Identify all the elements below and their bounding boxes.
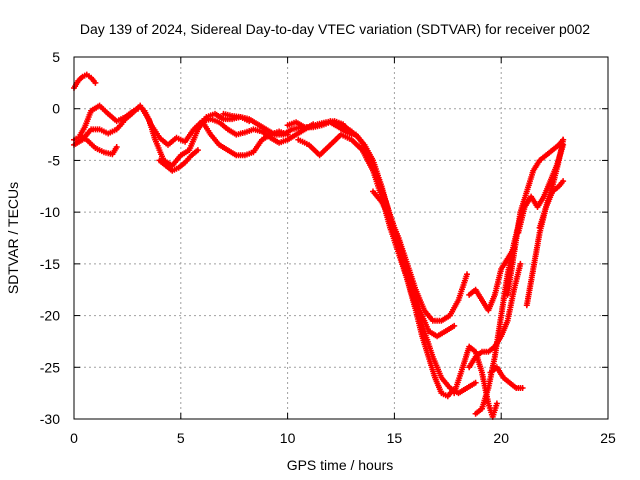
y-tick-label: -30 (40, 411, 60, 427)
data-point (560, 178, 567, 185)
x-tick-label: 20 (493, 430, 509, 446)
data-point (464, 271, 470, 278)
series-arc-15 (466, 245, 517, 314)
series-arc-22 (504, 136, 567, 298)
y-tick-label: -5 (48, 152, 61, 168)
data-point (451, 322, 458, 329)
y-tick-label: 5 (52, 49, 60, 65)
x-tick-label: 25 (600, 430, 616, 446)
plot-frame (73, 56, 609, 420)
series-arc-1 (71, 71, 99, 91)
series-arc-8 (199, 116, 317, 146)
series-arc-7 (156, 147, 201, 174)
y-tick-label: -20 (40, 308, 60, 324)
y-tick-label: -25 (40, 359, 60, 375)
x-tick-label: 10 (280, 430, 296, 446)
series-arc-21 (523, 136, 567, 309)
y-tick-label: 0 (52, 101, 60, 117)
data-point (113, 144, 120, 150)
data-point (92, 79, 99, 86)
series-arc-4 (71, 133, 120, 158)
x-axis-label: GPS time / hours (287, 457, 394, 473)
series-arc-13 (370, 188, 470, 324)
axis-ticks: 0 5 10 15 20 25 5 0 -5 -10 -15 -20 -25 -30 (40, 49, 616, 446)
y-tick-label: -10 (40, 204, 60, 220)
x-tick-label: 15 (387, 430, 403, 446)
chart-title: Day 139 of 2024, Sidereal Day-to-day VTE… (80, 21, 590, 37)
x-tick-label: 5 (177, 430, 185, 446)
y-axis-label: SDTVAR / TECUs (5, 182, 21, 294)
data-point (517, 260, 524, 267)
data-point (560, 136, 567, 143)
data-point (493, 400, 500, 407)
data-point (472, 379, 479, 386)
series-arc-11 (295, 131, 479, 397)
grid (74, 57, 608, 419)
x-tick-label: 0 (70, 430, 78, 446)
data-point (519, 385, 526, 391)
y-tick-label: -15 (40, 256, 60, 272)
data-point (194, 147, 201, 154)
data-series (71, 71, 567, 420)
